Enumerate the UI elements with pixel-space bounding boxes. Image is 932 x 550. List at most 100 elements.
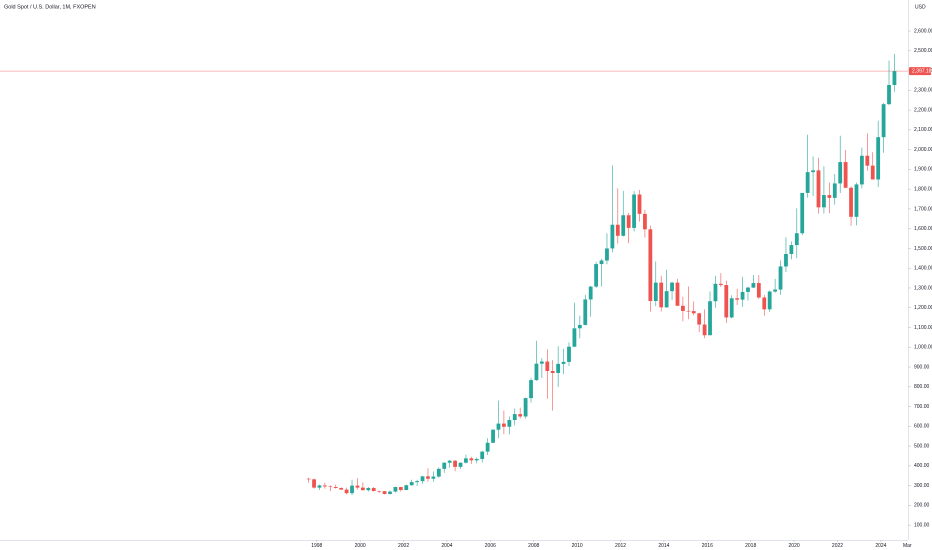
candle-body (800, 192, 805, 234)
candle-body (523, 398, 528, 417)
candle-body (686, 310, 691, 312)
candle-body (648, 229, 653, 302)
candle-body (659, 282, 664, 308)
last-price-label: 2,397.18 (912, 68, 932, 74)
candle-body (512, 414, 517, 421)
y-tick-label: 1,600.00 (914, 226, 932, 232)
x-tick-label: 2020 (789, 543, 800, 549)
candle-body (653, 282, 658, 302)
candle-body (572, 328, 577, 347)
candle-body (323, 485, 327, 487)
candle-body (849, 187, 853, 217)
candle-body (491, 429, 495, 443)
candle-body (474, 458, 479, 461)
y-tick-label: 1,200.00 (914, 305, 932, 311)
candle-body (708, 301, 712, 336)
candle-body (333, 487, 338, 489)
y-tick-label: 1,100.00 (914, 325, 932, 331)
candle-body (870, 165, 875, 180)
candle-body (556, 363, 561, 373)
candle-body (312, 479, 316, 488)
candle-body (778, 266, 783, 290)
candle-body (507, 420, 512, 427)
candle-body (583, 299, 588, 325)
x-tick-label: 2000 (355, 543, 366, 549)
candle-body (859, 155, 864, 185)
y-tick-label: 600.00 (914, 424, 930, 430)
candle-body (664, 291, 669, 308)
candle-body (729, 298, 734, 318)
candle-body (366, 488, 371, 491)
candle-body (529, 380, 533, 399)
candle-body (784, 253, 788, 267)
y-tick-label: 1,700.00 (914, 206, 932, 212)
x-tick-label: 1998 (311, 543, 322, 549)
y-tick-label: 200.00 (914, 503, 930, 509)
candle-body (453, 460, 457, 467)
candle-body (827, 195, 832, 198)
x-axis-end-label: Mar (903, 543, 912, 549)
x-tick-label: 2002 (398, 543, 409, 549)
candle-body (355, 485, 360, 488)
y-tick-label: 1,000.00 (914, 345, 932, 351)
y-tick-label: 1,400.00 (914, 266, 932, 272)
y-tick-label: 2,600.00 (914, 28, 932, 34)
y-tick-label: 1,300.00 (914, 285, 932, 291)
y-tick-label: 800.00 (914, 384, 930, 390)
candle-body (382, 491, 387, 494)
y-tick-label: 100.00 (914, 523, 930, 529)
candle-body (594, 264, 599, 287)
candle-body (637, 194, 642, 214)
candle-body (811, 170, 815, 173)
y-tick-label: 1,900.00 (914, 167, 932, 173)
candle-body (838, 162, 843, 184)
candle-body (702, 324, 707, 336)
x-tick-label: 2008 (528, 543, 539, 549)
candle-body (350, 485, 354, 494)
candle-body (588, 286, 593, 300)
candle-body (756, 283, 761, 298)
candle-body (550, 371, 555, 373)
candle-body (887, 84, 891, 105)
y-tick-label: 2,500.00 (914, 48, 932, 54)
currency-label: USD (915, 4, 926, 10)
candle-body (610, 224, 615, 249)
candle-body (409, 482, 414, 486)
y-tick-label: 2,200.00 (914, 107, 932, 113)
candle-body (502, 423, 506, 427)
candle-body (458, 462, 463, 467)
candle-body (762, 297, 767, 310)
y-tick-label: 2,100.00 (914, 127, 932, 133)
candle-body (393, 487, 398, 492)
candle-body (496, 423, 501, 430)
candle-body (697, 313, 702, 325)
candle-body (534, 363, 539, 381)
candle-body (767, 291, 772, 310)
candle-body (643, 213, 647, 230)
candle-body (822, 195, 826, 208)
candle-body (371, 488, 376, 491)
candle-body (854, 184, 859, 217)
candle-body (773, 289, 778, 292)
y-tick-label: 400.00 (914, 463, 930, 469)
candle-body (431, 476, 436, 479)
candle-body (746, 287, 750, 292)
candle-body (892, 71, 897, 85)
candle-body (344, 489, 349, 494)
candle-body (469, 458, 474, 461)
candle-body (735, 298, 740, 300)
candle-body (713, 283, 718, 302)
candle-body (360, 487, 365, 491)
candle-body (626, 215, 631, 228)
candle-body (485, 442, 490, 452)
candle-body (843, 162, 848, 188)
candle-body (816, 170, 821, 208)
candle-body (420, 476, 425, 482)
x-tick-label: 2010 (572, 543, 583, 549)
candle-body (404, 485, 409, 490)
candle-body (518, 414, 523, 417)
candle-body (718, 283, 723, 286)
candle-body (599, 260, 604, 265)
